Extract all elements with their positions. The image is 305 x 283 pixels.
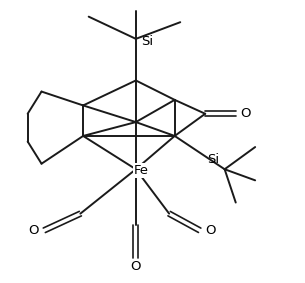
Text: Fe: Fe xyxy=(134,164,149,177)
Text: Si: Si xyxy=(207,153,220,166)
Text: O: O xyxy=(28,224,39,237)
Text: O: O xyxy=(240,107,251,120)
Text: O: O xyxy=(131,260,141,273)
Text: Si: Si xyxy=(141,35,153,48)
Text: O: O xyxy=(205,224,215,237)
